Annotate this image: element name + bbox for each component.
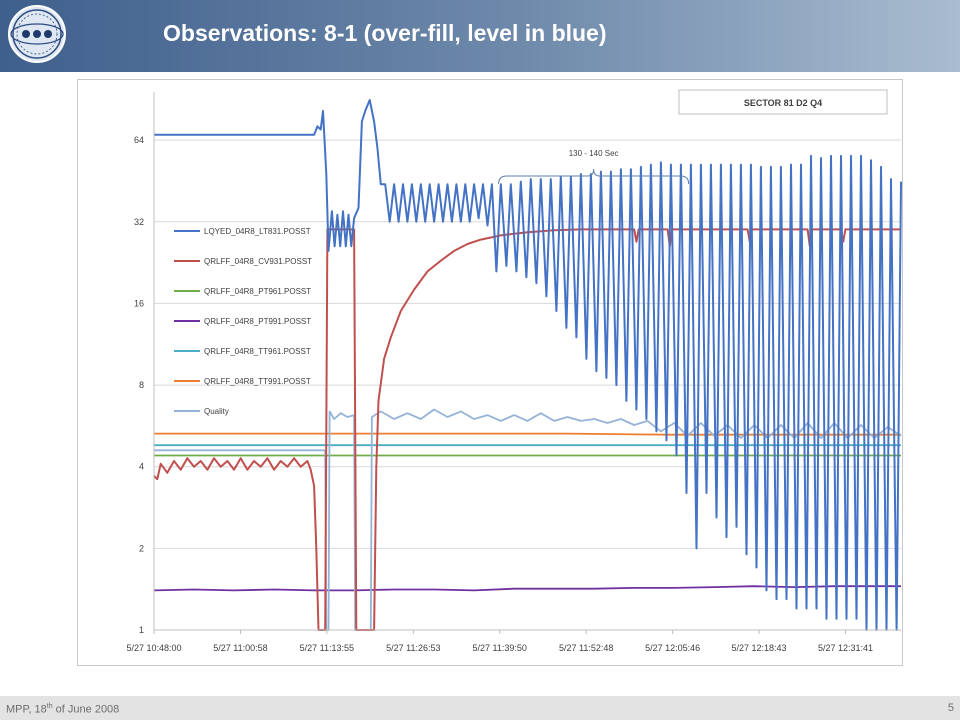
footer-note: MPP, 18th of June 2008: [6, 703, 119, 716]
legend-label: QRLFF_04R8_PT961.POSST: [204, 287, 311, 296]
x-tick-label: 5/27 11:26:53: [386, 643, 440, 653]
chart-frame: 1 2 4 8 16 32 64 5/27 10:48:00 5/27 11:00:58 5/27…: [77, 79, 903, 666]
series-line: [153, 585, 901, 592]
legend-label: LQYED_04R8_LT831.POSST: [204, 227, 311, 236]
x-tick-label: 5/27 10:48:00: [126, 643, 181, 653]
grid: [154, 139, 901, 631]
y-tick-label: 64: [134, 135, 144, 145]
x-tick-label: 5/27 11:39:50: [473, 643, 527, 653]
footer-suffix: of June 2008: [52, 703, 120, 716]
cern-logo-icon: [8, 5, 66, 63]
legend-label: QRLFF_04R8_PT991.POSST: [204, 317, 311, 326]
legend-label: QRLFF_04R8_CV931.POSST: [204, 257, 312, 266]
legend: LQYED_04R8_LT831.POSST QRLFF_04R8_CV931.P…: [174, 227, 312, 416]
y-tick-label: 4: [139, 462, 144, 472]
axes: 1 2 4 8 16 32 64 5/27 10:48:00 5/27 11:00:58 5/27…: [126, 92, 901, 653]
page-number: 5: [947, 702, 954, 714]
annotation-label: 130 - 140 Sec: [569, 149, 619, 158]
series-line: [154, 99, 902, 631]
chart-title: SECTOR 81 D2 Q4: [744, 98, 822, 108]
legend-label: QRLFF_04R8_TT961.POSST: [204, 347, 311, 356]
x-tick-label: 5/27 11:00:58: [213, 643, 267, 653]
y-tick-label: 8: [139, 380, 144, 390]
y-tick-label: 2: [139, 543, 144, 553]
series-lines: [153, 99, 902, 631]
annotation-bracket: [498, 168, 690, 185]
x-tick-label: 5/27 12:31:41: [818, 643, 873, 653]
y-tick-label: 16: [134, 298, 144, 308]
page-title: Observations: 8-1 (over-fill, level in b…: [163, 20, 607, 46]
annotation: 130 - 140 Sec: [498, 149, 690, 185]
x-tick-label: 5/27 11:52:48: [559, 643, 613, 653]
y-tick-label: 1: [139, 625, 144, 635]
footer-superscript: th: [46, 703, 53, 710]
chart-title-box: SECTOR 81 D2 Q4: [678, 89, 888, 115]
x-tick-label: 5/27 11:13:55: [300, 643, 354, 653]
header-bar: Observations: 8-1 (over-fill, level in b…: [0, 0, 960, 72]
y-tick-label: 32: [134, 217, 144, 227]
x-tick-label: 5/27 12:18:43: [732, 643, 787, 653]
legend-label: Quality: [204, 407, 229, 416]
x-tick-label: 5/27 12:05:46: [645, 643, 700, 653]
sector-level-chart: 1 2 4 8 16 32 64 5/27 10:48:00 5/27 11:00:58 5/27…: [126, 89, 902, 653]
footer-bar: [0, 696, 960, 720]
legend-label: QRLFF_04R8_TT991.POSST: [204, 377, 311, 386]
footer-prefix: MPP, 18: [6, 703, 47, 716]
